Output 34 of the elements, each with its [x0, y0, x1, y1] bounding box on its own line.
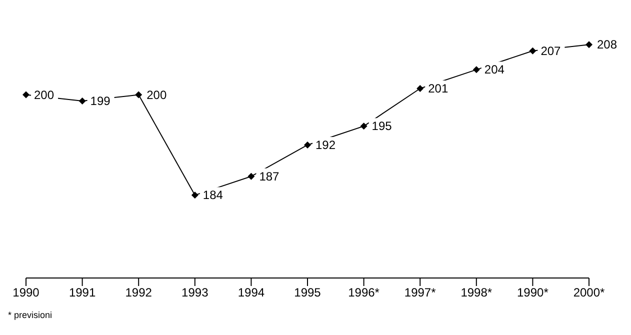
data-label: 207 [540, 44, 562, 58]
data-label: 184 [202, 188, 224, 202]
x-tick-label: 1997* [404, 286, 436, 300]
point [360, 122, 368, 130]
x-tick-label: 1994 [238, 286, 265, 300]
data-label: 192 [316, 138, 336, 152]
x-tick-label: 1990* [517, 286, 549, 300]
point [472, 66, 480, 74]
data-label: 195 [372, 119, 392, 134]
data-label: 187 [259, 169, 280, 184]
text: * previsioni [8, 310, 52, 320]
data-label: 200 [146, 88, 167, 102]
x-tick-label: 1992 [125, 286, 152, 300]
x-tick-label: 1996* [348, 286, 380, 300]
x-tick-label: 1993 [182, 286, 209, 300]
point [22, 91, 30, 98]
point [135, 91, 142, 98]
data-label: 201 [428, 82, 448, 96]
data-label: 204 [484, 62, 505, 77]
x-tick-label: 2000* [573, 286, 606, 300]
point [586, 41, 592, 48]
x-tick-label: 1991 [68, 286, 96, 300]
point [416, 85, 424, 92]
point [191, 192, 198, 199]
point [248, 172, 255, 180]
data-label: 200 [34, 88, 54, 102]
data-label: 208 [597, 38, 618, 52]
point [304, 141, 311, 148]
x-tick-label: 1995 [294, 286, 322, 300]
point [529, 47, 536, 54]
x-tick-label: 1998* [460, 286, 492, 300]
point [78, 98, 86, 105]
x-tick-label: 1990 [12, 286, 40, 300]
data-label: 199 [90, 94, 111, 108]
